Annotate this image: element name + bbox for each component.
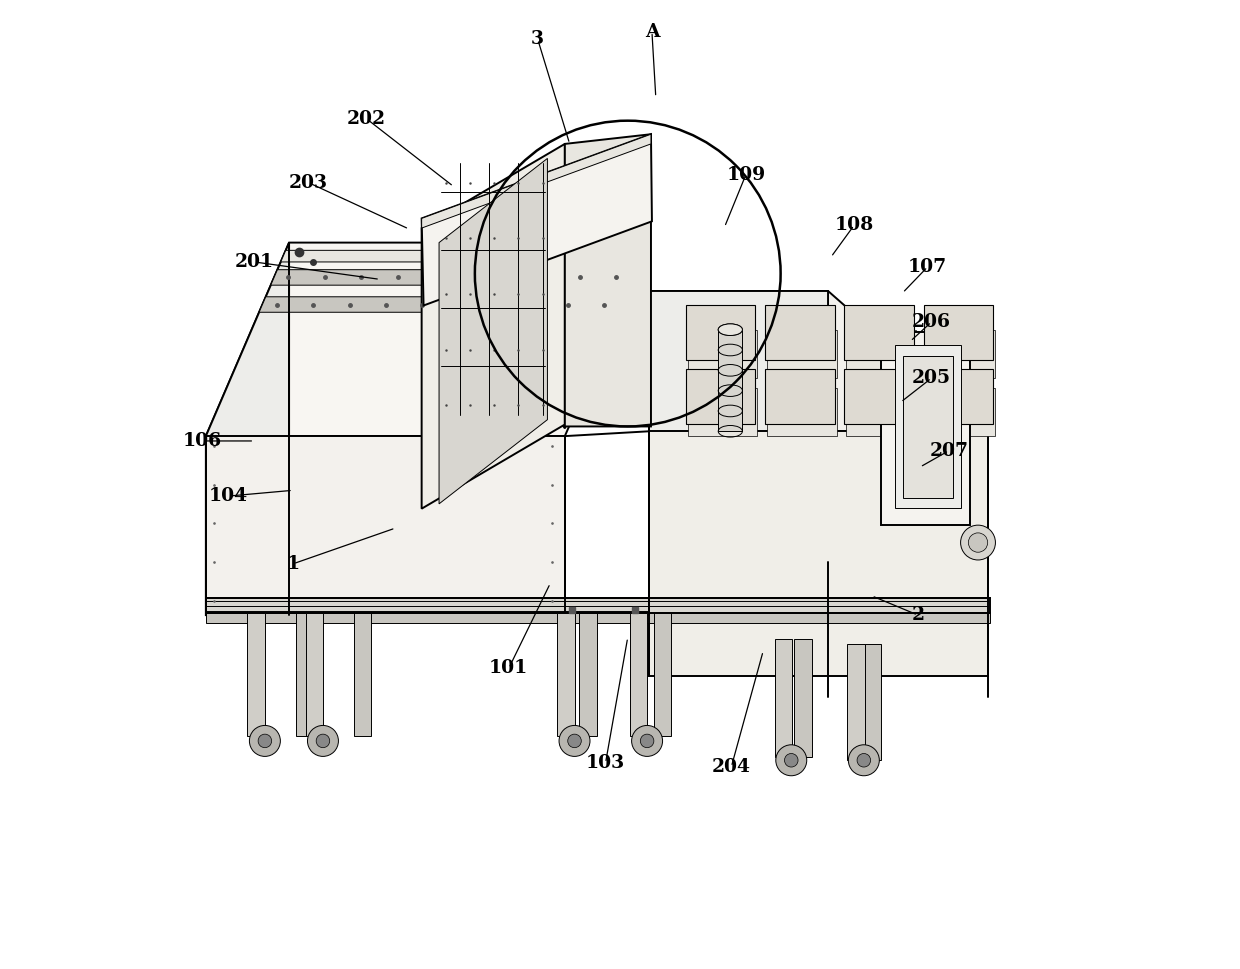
Polygon shape — [248, 613, 265, 736]
Text: 106: 106 — [182, 432, 222, 450]
Polygon shape — [847, 388, 916, 436]
Text: A: A — [645, 22, 660, 41]
Text: 3: 3 — [531, 30, 544, 48]
Text: 202: 202 — [347, 109, 386, 128]
Polygon shape — [280, 250, 646, 262]
Text: 109: 109 — [727, 166, 765, 184]
Polygon shape — [427, 139, 649, 428]
Circle shape — [316, 735, 330, 748]
Polygon shape — [305, 613, 322, 736]
Polygon shape — [847, 329, 916, 378]
Ellipse shape — [718, 324, 743, 335]
Circle shape — [559, 726, 590, 757]
Circle shape — [968, 533, 988, 552]
Circle shape — [249, 726, 280, 757]
Polygon shape — [924, 305, 993, 359]
Polygon shape — [630, 613, 647, 736]
Text: 203: 203 — [289, 173, 329, 192]
Polygon shape — [206, 242, 289, 615]
Text: 104: 104 — [208, 487, 248, 505]
Circle shape — [308, 726, 339, 757]
Polygon shape — [768, 388, 837, 436]
Text: 107: 107 — [908, 258, 947, 276]
Polygon shape — [296, 613, 314, 736]
Text: 1: 1 — [286, 555, 300, 573]
Polygon shape — [557, 613, 574, 736]
Polygon shape — [864, 644, 882, 761]
Polygon shape — [565, 135, 651, 426]
Polygon shape — [270, 269, 637, 285]
Polygon shape — [895, 345, 961, 508]
Polygon shape — [206, 242, 649, 436]
Text: 201: 201 — [234, 253, 274, 271]
Polygon shape — [686, 305, 755, 359]
Polygon shape — [765, 369, 835, 423]
Text: 207: 207 — [930, 442, 968, 459]
Polygon shape — [688, 388, 758, 436]
Text: 108: 108 — [835, 216, 874, 234]
Circle shape — [848, 745, 879, 776]
Circle shape — [258, 735, 272, 748]
Polygon shape — [353, 613, 371, 736]
Polygon shape — [765, 305, 835, 359]
Polygon shape — [718, 329, 743, 431]
Polygon shape — [653, 613, 671, 736]
Text: 2: 2 — [911, 607, 925, 624]
Polygon shape — [903, 356, 952, 498]
Polygon shape — [768, 329, 837, 378]
Polygon shape — [206, 613, 990, 623]
Polygon shape — [775, 640, 792, 758]
Polygon shape — [926, 388, 996, 436]
Polygon shape — [439, 158, 547, 504]
Polygon shape — [926, 329, 996, 378]
Text: 206: 206 — [913, 313, 951, 331]
Polygon shape — [686, 369, 755, 423]
Polygon shape — [844, 369, 914, 423]
Polygon shape — [422, 144, 565, 509]
Circle shape — [857, 754, 870, 767]
Circle shape — [776, 745, 807, 776]
Circle shape — [568, 735, 582, 748]
Circle shape — [785, 754, 799, 767]
Polygon shape — [206, 598, 990, 613]
Text: 204: 204 — [712, 758, 750, 776]
Polygon shape — [259, 297, 625, 312]
Circle shape — [961, 525, 996, 560]
Polygon shape — [844, 305, 914, 359]
Polygon shape — [882, 331, 970, 525]
Circle shape — [640, 735, 653, 748]
Polygon shape — [794, 640, 812, 758]
Text: 205: 205 — [913, 369, 951, 387]
Polygon shape — [847, 644, 864, 761]
Polygon shape — [688, 329, 758, 378]
Polygon shape — [206, 436, 565, 615]
Polygon shape — [649, 291, 828, 562]
Polygon shape — [422, 135, 651, 228]
Text: 103: 103 — [585, 754, 625, 772]
Polygon shape — [422, 135, 652, 305]
Text: 101: 101 — [489, 659, 528, 677]
Polygon shape — [649, 291, 988, 431]
Circle shape — [631, 726, 662, 757]
Polygon shape — [579, 613, 596, 736]
Polygon shape — [649, 431, 988, 676]
Polygon shape — [924, 369, 993, 423]
